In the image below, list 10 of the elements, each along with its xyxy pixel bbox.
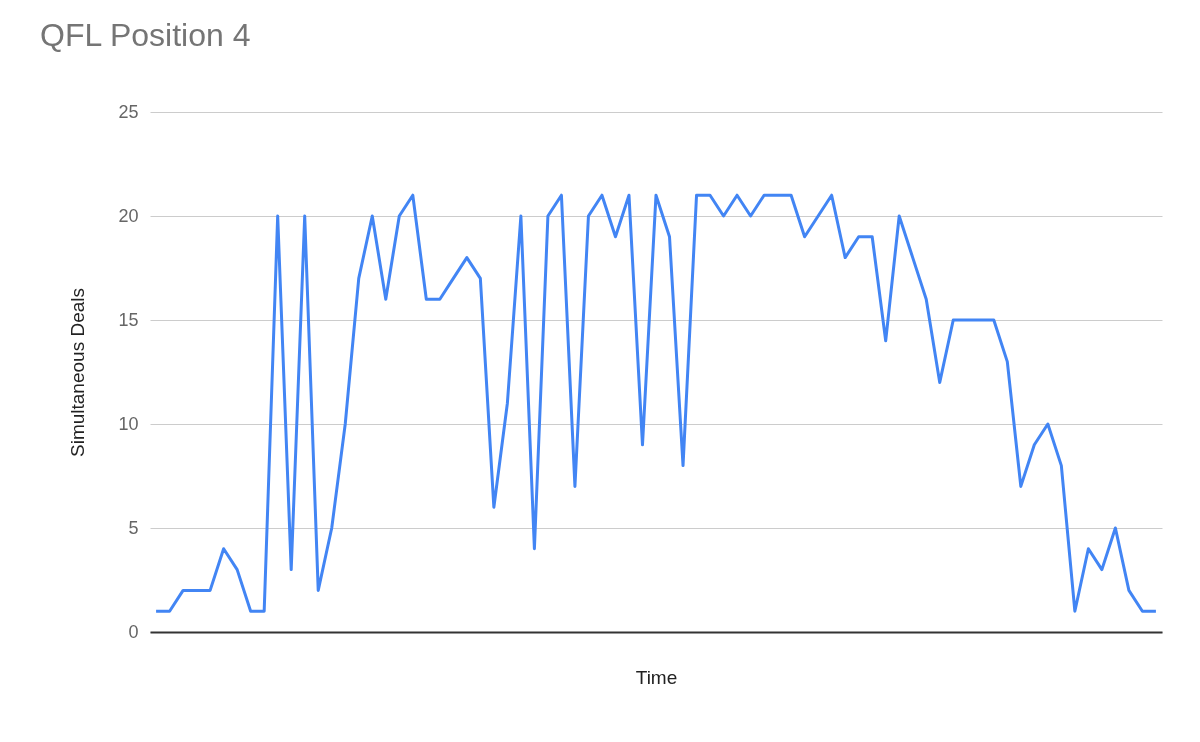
chart-title: QFL Position 4: [40, 17, 251, 53]
y-tick-label: 5: [128, 517, 139, 538]
x-axis-title: Time: [635, 666, 678, 688]
line-series: [154, 193, 1158, 613]
y-tick-label: 15: [118, 309, 139, 330]
y-tick-label: 10: [118, 413, 139, 434]
y-tick-label: 0: [128, 621, 139, 642]
y-tick-label: 20: [118, 205, 139, 226]
y-axis-title: Simultaneous Deals: [67, 288, 89, 457]
y-tick-label: 25: [118, 101, 139, 122]
